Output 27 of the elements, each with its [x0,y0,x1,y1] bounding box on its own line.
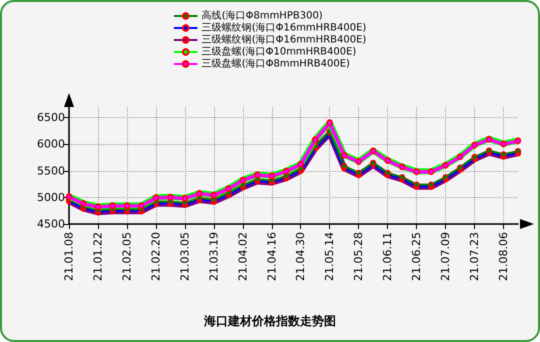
legend-label: 三级盘螺(海口Φ10mmHRB400E) [202,46,356,58]
legend-label: 三级螺纹钢(海口Φ16mmHRB400E) [202,22,366,34]
text: 海口建材价格指数走势图 [203,314,336,328]
x-tick-label: 21.01.08 [62,232,76,281]
x-tick-label: 21.06.11 [381,232,394,281]
x-tick-label: 21.03.19 [207,232,220,281]
x-tick-label: 21.07.23 [468,232,482,281]
legend-label: 三级盘螺(海口Φ8mmHRB400E) [202,58,350,70]
x-tick-label: 21.02.20 [149,232,162,281]
y-tick-label: 6500 [37,111,65,124]
x-tick-label: 21.01.22 [91,232,104,281]
x-tick-label: 21.04.16 [265,232,278,281]
legend-label: 高线(海口Φ8mmHPB300) [202,10,323,22]
x-tick-label: 21.05.14 [323,232,336,281]
y-tick-label: 5500 [37,164,65,178]
x-tick-label: 21.02.05 [120,232,134,281]
y-tick-label: 4500 [37,218,65,230]
legend-label: 三级螺纹钢(海口Φ16mmHRB400E) [202,34,366,46]
x-tick-label: 21.06.25 [410,232,424,281]
x-tick-label: 21.05.28 [352,232,366,281]
x-tick-label: 21.03.05 [178,232,192,281]
x-tick-label: 21.07.09 [439,232,452,281]
x-tick-label: 21.04.30 [294,232,308,281]
x-tick-label: 21.04.02 [236,232,250,281]
y-tick-label: 6000 [37,138,65,151]
x-tick-label: 21.08.06 [497,232,510,281]
y-tick-label: 5000 [37,190,65,204]
